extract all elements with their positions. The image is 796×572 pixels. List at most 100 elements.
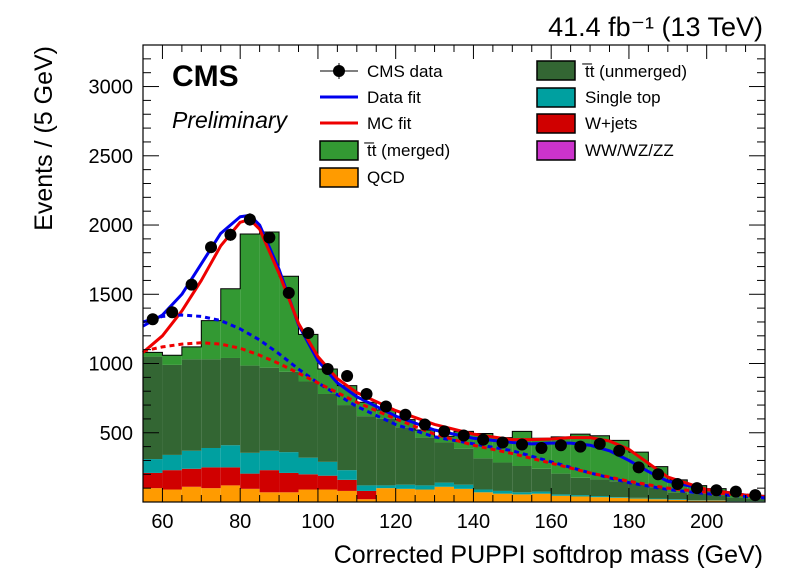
bar-w-jets [220, 467, 241, 486]
bar-w-jets [337, 479, 357, 491]
legend-item-data-fit: Data fit [320, 88, 421, 107]
data-point [690, 482, 703, 495]
data-point [729, 485, 742, 498]
bar-qcd [376, 488, 396, 502]
data-marker-icon [333, 65, 345, 77]
legend-label: t̅t (unmerged) [582, 62, 687, 81]
bar-t-t-unmerged [473, 458, 493, 490]
bar-w-jets [279, 472, 299, 493]
bar-t-t-unmerged [512, 465, 532, 493]
bar-single-top [181, 450, 202, 469]
bar-qcd [628, 498, 649, 502]
bar-t-t-unmerged [551, 473, 571, 495]
bar-single-top [473, 489, 493, 493]
data-point [399, 408, 412, 421]
x-tick-label: 160 [535, 511, 568, 533]
legend-item-diboson: WW/WZ/ZZ [536, 140, 674, 161]
bar-t-t-unmerged [279, 371, 299, 453]
bar-qcd [434, 486, 454, 502]
bar-w-jets [181, 468, 202, 487]
bar-qcd [259, 492, 280, 502]
bar-single-top [220, 445, 241, 468]
data-point [574, 440, 587, 453]
data-point [496, 436, 509, 449]
bar-qcd [220, 485, 241, 502]
bar-qcd [143, 488, 163, 502]
data-point [438, 425, 451, 438]
bar-qcd [415, 489, 435, 502]
bar-t-t-merged [240, 234, 260, 366]
bar-w-jets [356, 490, 377, 500]
lumi-label: 41.4 fb⁻¹ (13 TeV) [548, 12, 763, 42]
bar-qcd [181, 486, 202, 502]
bar-t-t-unmerged [415, 437, 435, 486]
bar-t-t-unmerged [648, 487, 668, 499]
bar-t-t-unmerged [395, 427, 416, 485]
bar-t-t-unmerged [143, 356, 163, 460]
bar-single-top [337, 470, 357, 480]
bar-qcd [492, 493, 513, 502]
y-tick-label: 1000 [89, 354, 134, 376]
data-point [224, 228, 237, 241]
bar-t-t-unmerged [162, 364, 182, 455]
x-axis-title: Corrected PUPPI softdrop mass (GeV) [334, 541, 763, 569]
bar-qcd [454, 488, 474, 502]
x-tick-label: 180 [612, 511, 645, 533]
bar-t-t-merged [279, 276, 299, 372]
legend-item-wjets: W+jets [536, 113, 637, 134]
x-tick-label: 200 [690, 511, 723, 533]
bar-single-top [259, 450, 280, 471]
bar-single-top [162, 454, 182, 471]
data-point [166, 306, 179, 319]
y-tick-label: 2000 [89, 215, 134, 237]
bar-qcd [473, 492, 493, 502]
bar-single-top [434, 482, 454, 487]
bar-t-t-merged [415, 429, 435, 438]
bar-single-top [317, 461, 338, 476]
bar-single-top [667, 499, 688, 500]
bar-t-t-merged [201, 320, 221, 360]
data-point [535, 441, 548, 454]
legend-item-tt-merged: t̅t (merged) [319, 140, 450, 161]
data-point [477, 433, 490, 446]
legend-label: MC fit [367, 114, 412, 133]
bar-qcd [512, 494, 532, 502]
bar-t-t-unmerged [609, 481, 629, 498]
bar-qcd [590, 497, 610, 502]
data-point [185, 278, 198, 291]
legend: CMS data Data fit MC fit t̅t (merged) QC… [319, 60, 687, 188]
data-point [360, 387, 373, 400]
data-point [379, 400, 392, 413]
bar-t-t-merged [181, 346, 202, 360]
bar-t-t-unmerged [337, 405, 357, 471]
bar-single-top [531, 491, 552, 494]
bar-t-t-unmerged [201, 359, 221, 448]
y-tick-label: 1500 [89, 284, 134, 306]
bar-qcd [648, 499, 668, 502]
data-point [418, 418, 431, 431]
bar-w-jets [259, 470, 280, 493]
bar-single-top [628, 497, 649, 499]
legend-label: t̅t (merged) [364, 141, 450, 160]
bar-qcd [687, 500, 707, 502]
data-point [671, 477, 684, 490]
legend-label: CMS data [367, 62, 443, 81]
bar-w-jets [143, 472, 163, 489]
bar-t-t-unmerged [317, 393, 338, 462]
bar-w-jets [162, 470, 182, 490]
data-point [341, 369, 354, 382]
bar-single-top [298, 457, 318, 475]
bar-t-t-unmerged [706, 495, 727, 501]
bar-t-t-merged [220, 288, 241, 358]
data-point [516, 438, 529, 451]
y-tick-label: 2500 [89, 146, 134, 168]
data-point [710, 484, 723, 497]
preliminary-label: Preliminary [172, 107, 289, 133]
bar-single-top [279, 452, 299, 473]
axes: 60 80 100 120 140 160 180 200 500 1000 1500 2000 250… [89, 44, 766, 533]
bar-single-top [570, 495, 591, 497]
y-axis-title: Events / (5 GeV) [30, 46, 58, 231]
bar-t-t-unmerged [356, 416, 377, 486]
bar-qcd [337, 490, 357, 502]
bar-t-t-unmerged [570, 477, 591, 496]
